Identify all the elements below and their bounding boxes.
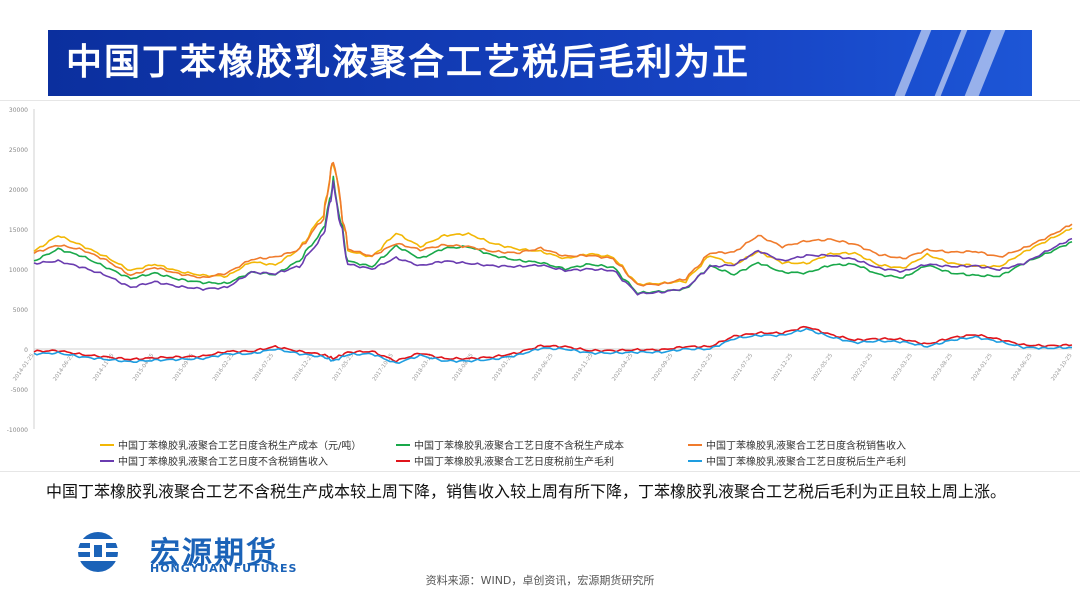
x-tick-label: 2023-03-25 [891, 352, 915, 382]
company-logo: 宏源期货 HONGYUAN FUTURES [76, 530, 316, 578]
legend-swatch [100, 443, 114, 446]
series-line [33, 175, 1073, 295]
series-line [33, 327, 1073, 364]
legend-label: 中国丁苯橡胶乳液聚合工艺日度税前生产毛利 [414, 457, 614, 468]
title-banner: 中国丁苯橡胶乳液聚合工艺税后毛利为正 [48, 30, 1032, 96]
banner-stripe [894, 30, 932, 96]
x-tick-label: 2020-09-25 [651, 352, 675, 382]
x-tick-label: 2016-07-25 [252, 352, 276, 382]
y-tick-label: -10000 [7, 427, 28, 434]
legend-item: 中国丁苯橡胶乳液聚合工艺日度含税生产成本（元/吨） [100, 437, 361, 452]
banner-stripe [964, 30, 1006, 96]
legend-label: 中国丁苯橡胶乳液聚合工艺日度税后生产毛利 [706, 457, 906, 468]
series-line [33, 161, 1073, 287]
legend-swatch [396, 459, 410, 462]
legend-label: 中国丁苯橡胶乳液聚合工艺日度不含税生产成本 [414, 441, 624, 452]
x-tick-label: 2015-04-25 [132, 352, 156, 382]
legend-label: 中国丁苯橡胶乳液聚合工艺日度含税销售收入 [706, 441, 906, 452]
y-tick-label: 20000 [9, 187, 28, 194]
x-tick-label: 2020-04-25 [611, 352, 635, 382]
x-tick-label: 2022-10-25 [851, 352, 875, 382]
y-tick-label: 10000 [9, 267, 28, 274]
legend-item: 中国丁苯橡胶乳液聚合工艺日度不含税生产成本 [396, 437, 624, 452]
x-tick-label: 2024-06-25 [1010, 352, 1034, 382]
legend-swatch [688, 459, 702, 462]
x-tick-label: 2021-12-25 [771, 352, 795, 382]
legend-swatch [100, 459, 114, 462]
y-tick-label: 0 [24, 347, 28, 354]
legend-swatch [688, 443, 702, 446]
x-tick-label: 2017-10-25 [372, 352, 396, 382]
x-tick-label: 2022-05-25 [811, 352, 835, 382]
x-tick-label: 2014-06-25 [52, 352, 76, 382]
x-tick-label: 2018-08-25 [452, 352, 476, 382]
y-tick-label: 30000 [9, 107, 28, 114]
x-tick-label: 2024-01-25 [971, 352, 995, 382]
legend-label: 中国丁苯橡胶乳液聚合工艺日度不含税销售收入 [118, 457, 328, 468]
legend-item: 中国丁苯橡胶乳液聚合工艺日度含税销售收入 [688, 437, 906, 452]
legend-item: 中国丁苯橡胶乳液聚合工艺日度不含税销售收入 [100, 453, 328, 468]
logo-mark-icon [76, 532, 138, 572]
x-tick-label: 2018-03-25 [412, 352, 436, 382]
x-tick-label: 2023-08-25 [931, 352, 955, 382]
series-line [33, 325, 1073, 363]
legend-item: 中国丁苯橡胶乳液聚合工艺日度税后生产毛利 [688, 453, 906, 468]
x-tick-label: 2014-01-25 [12, 352, 36, 382]
legend-item: 中国丁苯橡胶乳液聚合工艺日度税前生产毛利 [396, 453, 614, 468]
y-tick-label: 25000 [9, 147, 28, 154]
x-tick-label: 2019-11-25 [571, 352, 595, 382]
banner-stripe [934, 30, 968, 96]
y-tick-label: -5000 [11, 387, 29, 394]
y-tick-label: 15000 [9, 227, 28, 234]
page-title: 中国丁苯橡胶乳液聚合工艺税后毛利为正 [66, 42, 751, 83]
x-tick-label: 2021-07-25 [731, 352, 755, 382]
logo-english-name: HONGYUAN FUTURES [150, 562, 298, 575]
logo-chinese-name: 宏源期货 [150, 536, 278, 571]
y-tick-label: 5000 [13, 307, 28, 314]
series-line [33, 180, 1073, 296]
commentary-text: 中国丁苯橡胶乳液聚合工艺不含税生产成本较上周下降，销售收入较上周有所下降，丁苯橡… [46, 482, 1007, 501]
line-chart: -10000 -5000 0 5000 10000 15000 20000 25000 3000… [7, 107, 1074, 434]
chart-panel: -10000 -5000 0 5000 10000 15000 20000 25000 3000… [0, 100, 1080, 472]
source-note: 资料来源：WIND，卓创资讯，宏源期货研究所 [425, 574, 655, 587]
x-tick-label: 2024-10-25 [1050, 352, 1074, 382]
legend-label: 中国丁苯橡胶乳液聚合工艺日度含税生产成本（元/吨） [118, 441, 362, 452]
x-tick-label: 2019-06-25 [531, 352, 555, 382]
legend-swatch [396, 443, 410, 446]
x-tick-label: 2021-02-25 [691, 352, 715, 382]
x-tick-label: 2016-12-25 [292, 352, 316, 382]
